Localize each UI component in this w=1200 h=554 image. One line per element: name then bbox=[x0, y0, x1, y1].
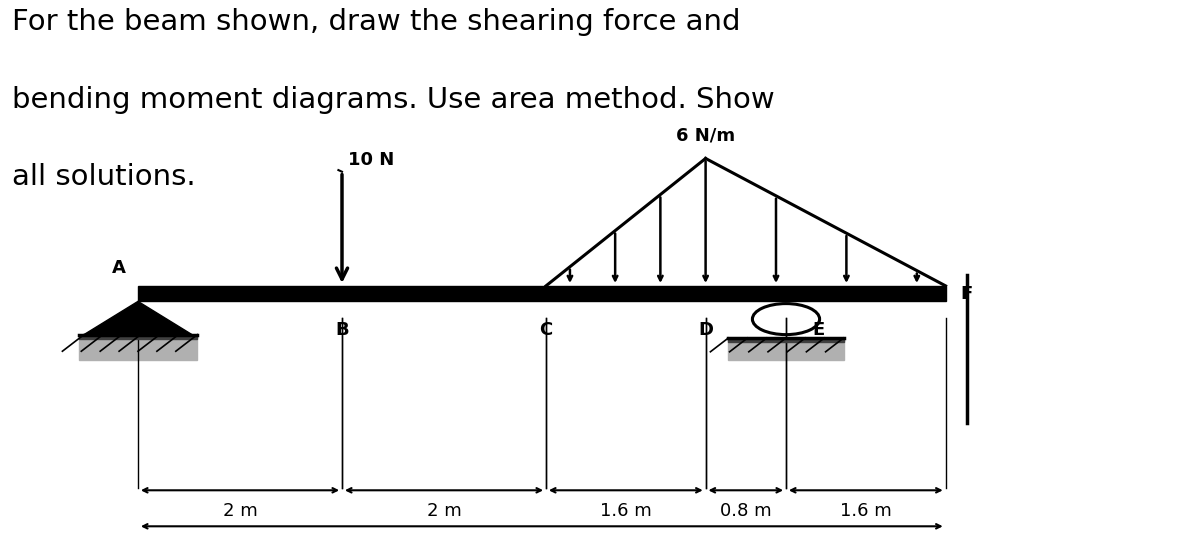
Text: For the beam shown, draw the shearing force and: For the beam shown, draw the shearing fo… bbox=[12, 8, 740, 37]
Text: D: D bbox=[698, 321, 713, 338]
Polygon shape bbox=[84, 301, 192, 335]
Text: 6 N/m: 6 N/m bbox=[676, 127, 736, 145]
Text: 1.6 m: 1.6 m bbox=[840, 502, 892, 520]
Text: B: B bbox=[335, 321, 349, 338]
Text: bending moment diagrams. Use area method. Show: bending moment diagrams. Use area method… bbox=[12, 86, 775, 114]
Text: all solutions.: all solutions. bbox=[12, 163, 196, 192]
Bar bbox=[728, 338, 844, 342]
Text: F: F bbox=[960, 285, 972, 302]
Text: 2 m: 2 m bbox=[223, 502, 257, 520]
Bar bbox=[79, 335, 198, 360]
Bar bbox=[728, 338, 844, 360]
Text: C: C bbox=[539, 321, 553, 338]
Text: 0.8 m: 0.8 m bbox=[720, 502, 772, 520]
Text: 10 N: 10 N bbox=[348, 151, 395, 169]
Text: E: E bbox=[812, 321, 824, 338]
Text: A: A bbox=[112, 259, 126, 277]
Text: 1.6 m: 1.6 m bbox=[600, 502, 652, 520]
Bar bbox=[79, 335, 198, 339]
Text: 2 m: 2 m bbox=[427, 502, 461, 520]
Bar bbox=[138, 286, 946, 301]
